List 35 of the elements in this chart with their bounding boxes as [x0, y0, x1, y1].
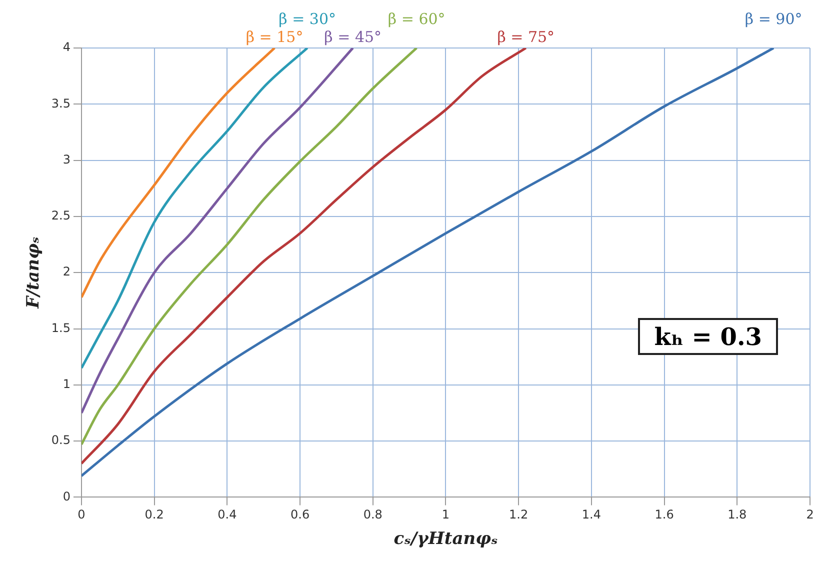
- y-tick-label: 1.5: [51, 320, 70, 335]
- x-tick-label: 2: [806, 508, 814, 522]
- x-tick-label: 0.4: [218, 508, 237, 522]
- x-tick-label: 1: [442, 508, 450, 522]
- y-tick-label: 2: [62, 264, 70, 279]
- line-series: [81, 48, 276, 299]
- y-tick-label: 0: [62, 489, 70, 504]
- x-tick-label: 0.6: [290, 508, 310, 522]
- series-label: β = 45°: [324, 28, 382, 46]
- line-series: [81, 48, 775, 478]
- series-label: β = 15°: [246, 28, 304, 46]
- series-label: β = 30°: [278, 10, 336, 28]
- x-tick-label: 0.8: [363, 508, 382, 522]
- y-tick-label: 2.5: [51, 208, 70, 223]
- x-tick-label: 1.4: [582, 508, 601, 522]
- y-tick-label: 1: [62, 377, 70, 392]
- line-series: [81, 48, 418, 446]
- series-label: β = 60°: [388, 10, 446, 28]
- x-tick-label: 0.2: [144, 508, 164, 522]
- y-tick-label: 3: [62, 152, 70, 166]
- line-series: [81, 48, 528, 465]
- line-series: [81, 48, 309, 370]
- y-tick-label: 4: [62, 40, 70, 54]
- series-label: β = 75°: [497, 28, 555, 46]
- y-tick-label: 3.5: [51, 96, 70, 110]
- x-tick-label: 0: [78, 508, 86, 522]
- line-series: [81, 48, 354, 414]
- x-tick-label: 1.6: [654, 508, 674, 522]
- x-axis-title: cₛ/γHtanφₛ: [394, 529, 498, 550]
- x-tick-label: 1.8: [728, 508, 747, 522]
- series-label: β = 90°: [744, 10, 802, 28]
- annotation: kₕ = 0.3: [638, 318, 778, 355]
- x-tick-label: 1.2: [509, 508, 528, 522]
- y-axis-title: F/tanφₛ: [24, 236, 44, 310]
- y-tick-label: 0.5: [51, 433, 70, 448]
